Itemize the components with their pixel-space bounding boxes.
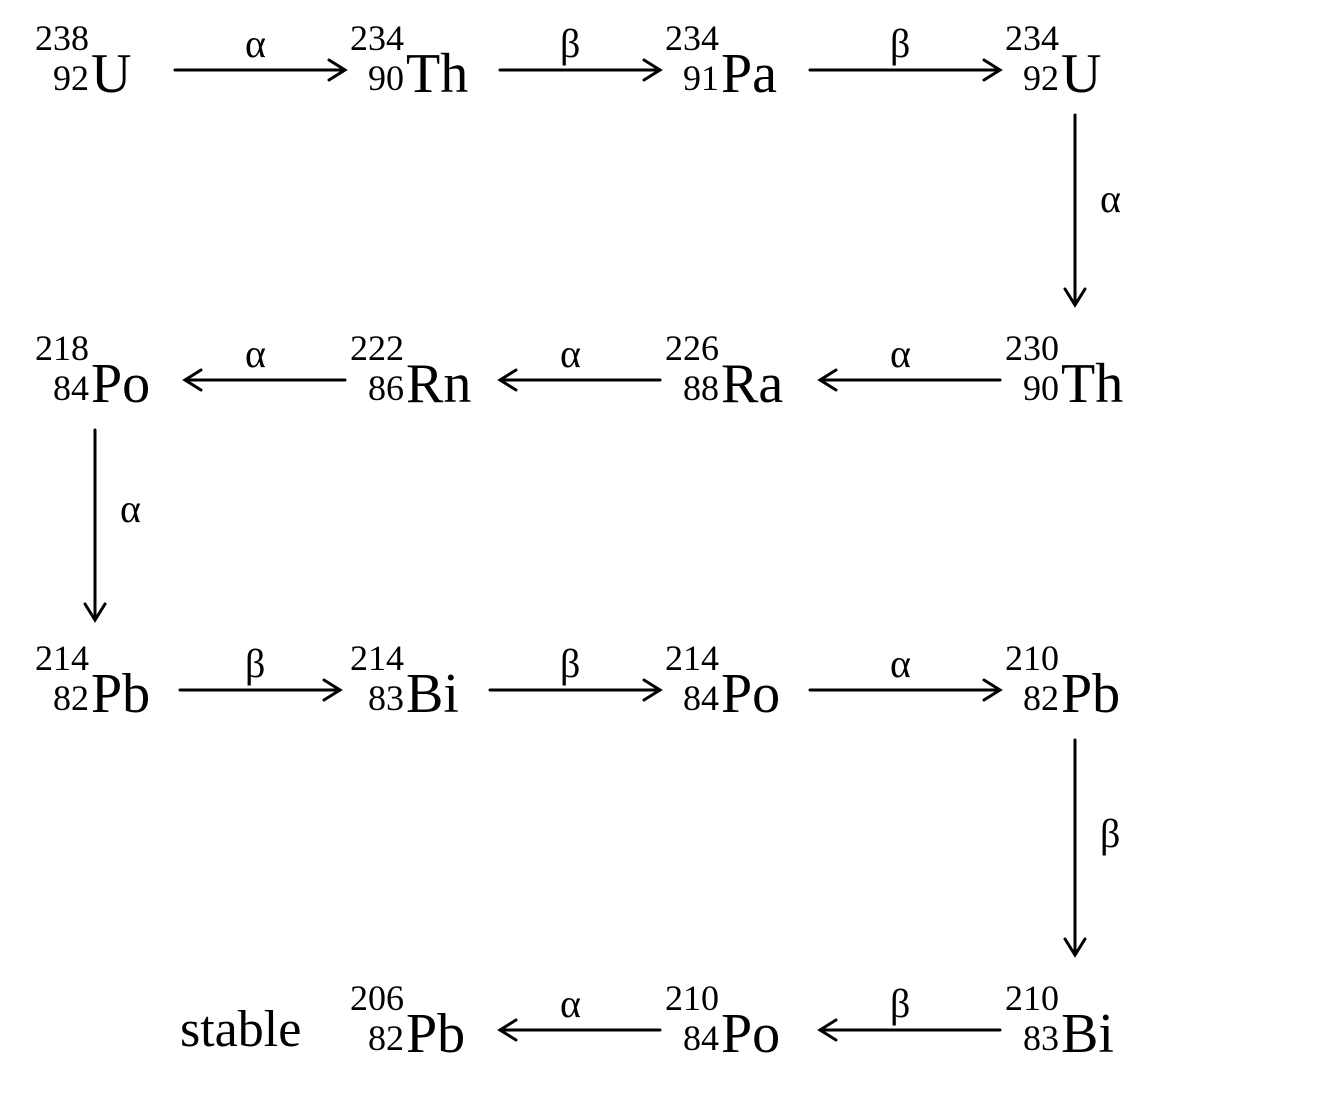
nuclide-Pb206: 20682Pb xyxy=(350,980,465,1056)
element-symbol: U xyxy=(1061,46,1101,102)
mass-number: 234 xyxy=(1005,20,1059,56)
nuclide-U238: 23892U xyxy=(35,20,131,96)
element-symbol: Po xyxy=(721,1006,780,1062)
mass-number: 230 xyxy=(1005,330,1059,366)
mass-number: 210 xyxy=(1005,980,1059,1016)
decay-type-label: α xyxy=(560,980,581,1027)
decay-type-label: α xyxy=(245,20,266,67)
element-symbol: Po xyxy=(91,356,150,412)
nuclide-U234: 23492U xyxy=(1005,20,1101,96)
atomic-number: 91 xyxy=(665,60,719,96)
atomic-number: 84 xyxy=(665,1020,719,1056)
atomic-number: 82 xyxy=(35,680,89,716)
mass-number: 218 xyxy=(35,330,89,366)
decay-chain-diagram: 23892U23490Th23491Pa23492U21884Po22286Rn… xyxy=(0,0,1319,1113)
atomic-number: 84 xyxy=(35,370,89,406)
nuclide-Ra226: 22688Ra xyxy=(665,330,783,406)
element-symbol: Pb xyxy=(91,666,150,722)
decay-type-label: α xyxy=(890,640,911,687)
mass-number: 238 xyxy=(35,20,89,56)
atomic-number: 84 xyxy=(665,680,719,716)
element-symbol: Bi xyxy=(406,666,459,722)
decay-type-label: β xyxy=(560,640,580,687)
element-symbol: Pb xyxy=(406,1006,465,1062)
mass-number: 206 xyxy=(350,980,404,1016)
atomic-number: 83 xyxy=(1005,1020,1059,1056)
decay-type-label: α xyxy=(560,330,581,377)
nuclide-Th230: 23090Th xyxy=(1005,330,1123,406)
element-symbol: Th xyxy=(406,46,468,102)
decay-type-label: α xyxy=(1100,175,1121,222)
decay-type-label: β xyxy=(245,640,265,687)
element-symbol: Th xyxy=(1061,356,1123,412)
atomic-number: 82 xyxy=(1005,680,1059,716)
element-symbol: Bi xyxy=(1061,1006,1114,1062)
decay-type-label: α xyxy=(245,330,266,377)
nuclide-Rn222: 22286Rn xyxy=(350,330,471,406)
mass-number: 222 xyxy=(350,330,404,366)
nuclide-Pb214: 21482Pb xyxy=(35,640,150,716)
decay-type-label: β xyxy=(890,980,910,1027)
nuclide-Po218: 21884Po xyxy=(35,330,150,406)
element-symbol: Ra xyxy=(721,356,783,412)
mass-number: 214 xyxy=(35,640,89,676)
element-symbol: U xyxy=(91,46,131,102)
mass-number: 214 xyxy=(665,640,719,676)
nuclide-Th234: 23490Th xyxy=(350,20,468,96)
mass-number: 234 xyxy=(350,20,404,56)
nuclide-Bi214: 21483Bi xyxy=(350,640,459,716)
decay-arrow xyxy=(83,430,107,620)
decay-arrow xyxy=(1063,115,1087,305)
nuclide-Po214: 21484Po xyxy=(665,640,780,716)
atomic-number: 90 xyxy=(350,60,404,96)
decay-type-label: β xyxy=(560,20,580,67)
atomic-number: 92 xyxy=(35,60,89,96)
mass-number: 214 xyxy=(350,640,404,676)
decay-type-label: α xyxy=(890,330,911,377)
atomic-number: 82 xyxy=(350,1020,404,1056)
mass-number: 226 xyxy=(665,330,719,366)
nuclide-Po210: 21084Po xyxy=(665,980,780,1056)
nuclide-Pb210: 21082Pb xyxy=(1005,640,1120,716)
element-symbol: Pb xyxy=(1061,666,1120,722)
atomic-number: 92 xyxy=(1005,60,1059,96)
mass-number: 234 xyxy=(665,20,719,56)
nuclide-Pa234: 23491Pa xyxy=(665,20,777,96)
decay-arrow xyxy=(1063,740,1087,955)
decay-type-label: α xyxy=(120,485,141,532)
decay-type-label: β xyxy=(890,20,910,67)
element-symbol: Po xyxy=(721,666,780,722)
element-symbol: Pa xyxy=(721,46,777,102)
decay-type-label: β xyxy=(1100,810,1120,857)
atomic-number: 90 xyxy=(1005,370,1059,406)
atomic-number: 88 xyxy=(665,370,719,406)
mass-number: 210 xyxy=(665,980,719,1016)
atomic-number: 83 xyxy=(350,680,404,716)
nuclide-Bi210: 21083Bi xyxy=(1005,980,1114,1056)
mass-number: 210 xyxy=(1005,640,1059,676)
element-symbol: Rn xyxy=(406,356,471,412)
stable-label: stable xyxy=(180,1000,301,1059)
atomic-number: 86 xyxy=(350,370,404,406)
